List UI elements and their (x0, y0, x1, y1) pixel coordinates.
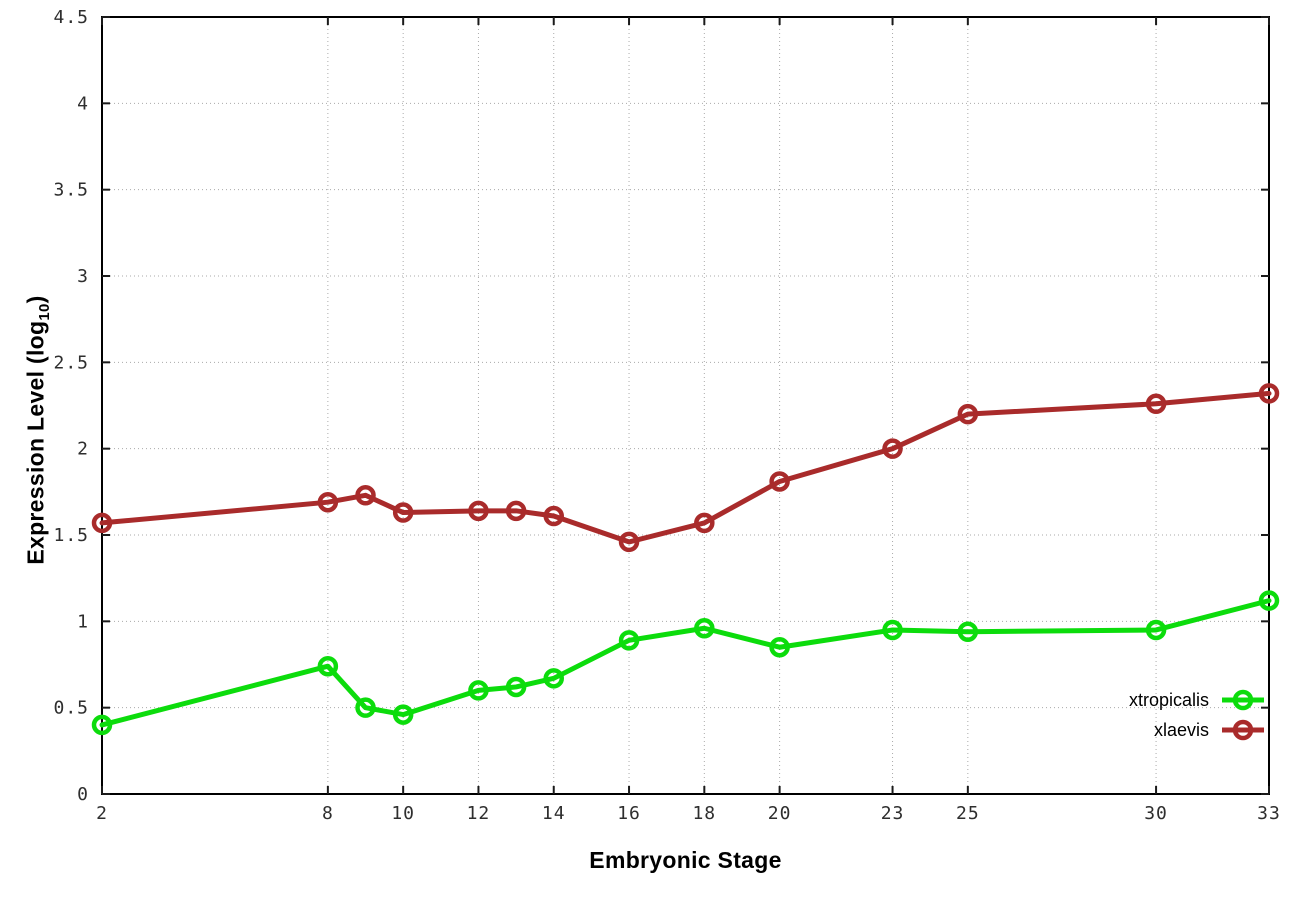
x-tick-label: 33 (1257, 803, 1281, 824)
y-axis-title-subscript: 10 (36, 303, 54, 321)
series-line-xlaevis (99, 390, 1272, 545)
data-point-xtropicalis (694, 617, 715, 639)
data-point-xtropicalis (769, 636, 790, 658)
data-point-xtropicalis (957, 621, 979, 642)
tick-marks (101, 16, 1270, 795)
y-tick-label: 3 (77, 266, 89, 287)
data-point-xtropicalis (543, 668, 564, 689)
data-point-xlaevis (91, 512, 113, 534)
x-tick-label: 25 (956, 803, 980, 824)
x-tick-label: 2 (96, 803, 108, 824)
legend-label-xlaevis: xlaevis (1153, 719, 1209, 740)
x-tick-labels: 2 8 10 12 14 16 18 20 23 25 30 33 (96, 803, 1281, 824)
series-line-xtropicalis (99, 598, 1272, 728)
data-point-xtropicalis (618, 630, 640, 651)
y-tick-label: 2 (77, 439, 89, 460)
x-tick-label: 18 (692, 803, 716, 824)
legend: xtropicalis xlaevis (1129, 685, 1266, 745)
y-tick-label: 0.5 (53, 698, 89, 719)
plot-border (101, 16, 1270, 795)
series-xtropicalis (91, 590, 1280, 736)
y-tick-label: 4 (77, 93, 89, 114)
data-point-xlaevis (505, 500, 527, 522)
data-point-xlaevis (1258, 383, 1280, 404)
x-tick-label: 20 (768, 803, 792, 824)
data-point-xlaevis (392, 502, 414, 523)
data-point-xlaevis (618, 531, 640, 553)
y-tick-label: 2.5 (53, 352, 89, 373)
data-point-xlaevis (355, 485, 376, 506)
data-point-xlaevis (468, 500, 489, 522)
x-tick-label: 14 (542, 803, 566, 824)
y-tick-label: 4.5 (53, 7, 89, 28)
data-point-xtropicalis (505, 676, 527, 698)
legend-marker-xlaevis-icon (1222, 719, 1264, 741)
x-tick-label: 23 (881, 803, 905, 824)
x-axis-title: Embryonic Stage (589, 847, 782, 873)
y-tick-label: 0 (77, 784, 89, 805)
legend-marker-xtropicalis-icon (1222, 689, 1264, 711)
y-tick-label: 1.5 (53, 525, 89, 546)
data-point-xtropicalis (317, 655, 339, 677)
y-tick-labels: 0 0.5 1 1.5 2 2.5 3 3.5 4 4.5 (53, 7, 89, 805)
data-point-xtropicalis (882, 619, 903, 641)
data-point-xtropicalis (355, 697, 376, 718)
data-point-xtropicalis (392, 704, 414, 725)
y-axis-title-text: Expression Level (log (22, 320, 49, 565)
x-tick-label: 8 (322, 803, 334, 824)
legend-item-xtropicalis: xtropicalis (1129, 685, 1266, 715)
x-tick-label: 10 (391, 803, 415, 824)
data-point-xtropicalis (1258, 590, 1280, 611)
data-point-xlaevis (1145, 393, 1167, 415)
data-point-xlaevis (694, 512, 715, 534)
x-tick-label: 12 (467, 803, 491, 824)
data-point-xlaevis (769, 471, 790, 492)
y-axis-title: Expression Level (log10) (22, 295, 54, 565)
legend-item-xlaevis: xlaevis (1129, 715, 1266, 745)
series-xlaevis (91, 383, 1280, 553)
data-point-xtropicalis (1145, 619, 1167, 641)
y-tick-label: 1 (77, 611, 89, 632)
data-point-xlaevis (882, 438, 903, 459)
x-tick-label: 16 (617, 803, 641, 824)
legend-label-xtropicalis: xtropicalis (1128, 689, 1209, 710)
data-point-xlaevis (957, 403, 979, 425)
data-point-xlaevis (317, 491, 339, 513)
data-point-xlaevis (543, 505, 564, 527)
y-axis-title-close: ) (22, 295, 49, 304)
y-tick-label: 3.5 (53, 180, 89, 201)
data-point-xtropicalis (91, 714, 113, 736)
data-point-xtropicalis (468, 680, 489, 701)
x-tick-label: 30 (1144, 803, 1168, 824)
